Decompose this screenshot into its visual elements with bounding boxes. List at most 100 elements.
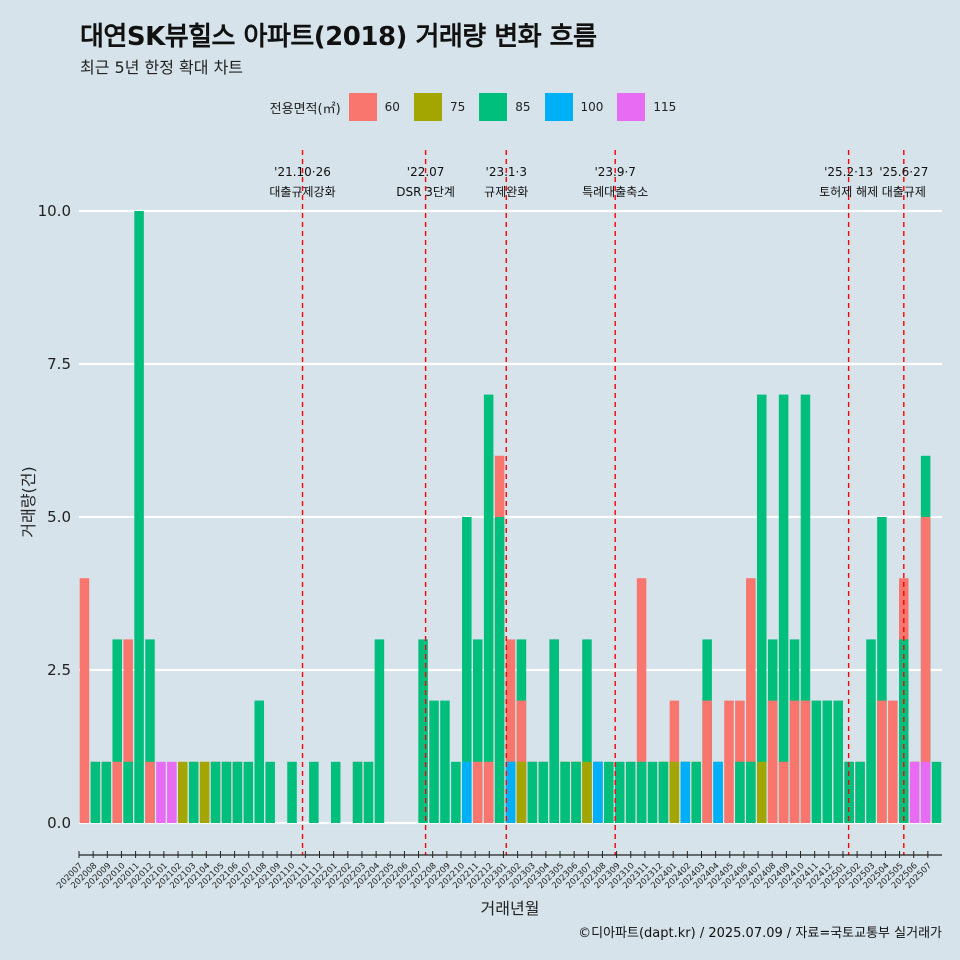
legend-item-60: 60 — [348, 93, 400, 121]
bar-60 — [789, 700, 800, 823]
event-date: '25.6·27 — [879, 165, 928, 179]
bar-60 — [472, 761, 483, 823]
bar-85 — [112, 639, 122, 823]
bar-60 — [767, 700, 778, 823]
bar-85 — [210, 761, 221, 823]
y-tick-label: 5.0 — [47, 508, 71, 526]
bar-85 — [363, 761, 374, 823]
bar-85 — [811, 700, 822, 823]
bar-100 — [505, 761, 516, 823]
bar-60 — [145, 761, 155, 823]
bar-60 — [800, 700, 811, 823]
bar-85 — [822, 700, 833, 823]
bar-60 — [920, 517, 931, 823]
bar-100 — [593, 761, 603, 823]
bar-85 — [899, 639, 909, 823]
legend-title: 전용면적(㎡) — [269, 101, 341, 117]
bar-85 — [265, 761, 275, 823]
bar-85 — [462, 517, 472, 823]
bar-85 — [604, 761, 614, 823]
bar-60 — [746, 578, 756, 823]
bar-85 — [440, 700, 450, 823]
event-label: 대출규제강화 — [269, 185, 335, 199]
bar-115 — [167, 761, 177, 823]
bar-85 — [123, 761, 133, 823]
bar-85 — [90, 761, 101, 823]
bar-85 — [429, 700, 439, 823]
bar-60 — [877, 700, 887, 823]
bar-85 — [735, 761, 745, 823]
legend-label-115: 115 — [653, 100, 677, 114]
bar-85 — [560, 761, 570, 823]
bar-60 — [123, 639, 133, 823]
event-date: '25.2·13 — [824, 165, 873, 179]
legend-label-100: 100 — [580, 100, 604, 114]
bar-85 — [418, 639, 428, 823]
event-date: '22.07 — [407, 165, 445, 179]
bar-60 — [702, 700, 712, 823]
legend-swatch-75 — [413, 93, 442, 121]
y-axis-label: 거래량(건) — [19, 466, 38, 537]
bar-85 — [254, 700, 265, 823]
y-tick-label: 2.5 — [47, 661, 71, 679]
legend-swatch-100 — [544, 93, 573, 121]
bar-85 — [538, 761, 549, 823]
legend-swatch-60 — [348, 93, 377, 121]
bar-85 — [309, 761, 319, 823]
bar-60 — [483, 761, 494, 823]
bar-85 — [287, 761, 297, 823]
source-caption: ©디아파트(dapt.kr) / 2025.07.09 / 자료=국토교통부 실… — [578, 926, 942, 941]
legend-item-115: 115 — [617, 93, 676, 121]
event-label: 대출규제 — [882, 185, 926, 199]
bar-85 — [374, 639, 385, 823]
bar-60 — [636, 578, 647, 823]
bar-60 — [505, 639, 516, 823]
event-date: '23.9·7 — [594, 165, 635, 179]
bar-85 — [691, 761, 701, 823]
bar-85 — [855, 761, 865, 823]
bar-75 — [178, 761, 188, 823]
chart-title: 대연SK뷰힐스 아파트(2018) 거래량 변화 흐름 — [80, 22, 597, 52]
event-date: '21.10·26 — [274, 165, 331, 179]
event-label: 규제완화 — [484, 185, 528, 199]
bar-85 — [145, 639, 155, 823]
bar-60 — [888, 700, 898, 823]
bar-85 — [833, 700, 843, 823]
bar-85 — [549, 639, 559, 823]
chart-subtitle: 최근 5년 한정 확대 차트 — [80, 58, 244, 77]
bar-85 — [330, 761, 341, 823]
bar-100 — [713, 761, 723, 823]
bar-100 — [680, 761, 691, 823]
bar-85 — [243, 761, 254, 823]
event-date: '23.1·3 — [486, 165, 527, 179]
bar-115 — [920, 761, 931, 823]
bar-85 — [931, 761, 942, 823]
bar-85 — [625, 761, 636, 823]
bar-85 — [647, 761, 658, 823]
bar-60 — [79, 578, 90, 823]
bar-100 — [462, 761, 472, 823]
bar-85 — [756, 394, 767, 823]
bar-60 — [724, 700, 734, 823]
y-tick-label: 0.0 — [47, 814, 71, 832]
bar-85 — [800, 394, 811, 823]
bar-75 — [582, 761, 592, 823]
event-label: 토허제 해제 — [819, 185, 878, 199]
bar-115 — [156, 761, 166, 823]
legend-swatch-115 — [617, 93, 646, 121]
bar-85 — [866, 639, 876, 823]
y-tick-label: 10.0 — [38, 202, 71, 220]
event-label: DSR 3단계 — [396, 185, 455, 199]
x-axis-label: 거래년월 — [481, 899, 540, 918]
bar-85 — [527, 761, 538, 823]
bar-85 — [483, 394, 494, 823]
bar-85 — [451, 761, 461, 823]
bar-75 — [756, 761, 767, 823]
bar-85 — [472, 639, 483, 823]
legend: 전용면적(㎡) 60 75 85 100 115 — [0, 92, 960, 122]
bar-85 — [352, 761, 363, 823]
y-tick-label: 7.5 — [47, 355, 71, 373]
legend-item-75: 75 — [413, 93, 465, 121]
bar-85 — [188, 761, 199, 823]
bar-85 — [582, 639, 592, 823]
